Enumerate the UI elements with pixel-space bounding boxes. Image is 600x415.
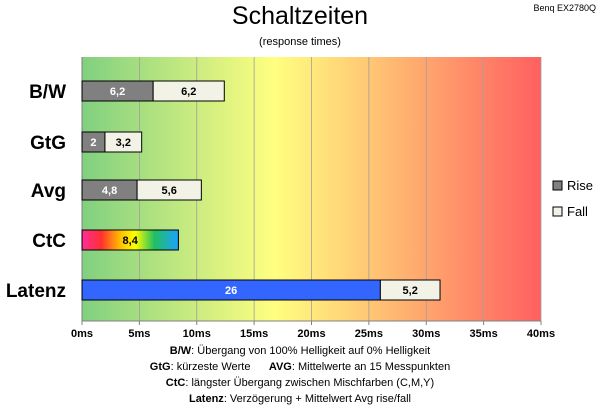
x-tick-label: 20ms [297,328,325,340]
footnote-latenz-key: Latenz [188,393,224,405]
data-label-rise: 2 [90,137,96,149]
bar-latency-avg [379,279,441,301]
category-label: Avg [31,181,66,202]
x-tick-label: 35ms [470,328,498,340]
category-label: CtC [32,231,66,252]
data-label-fall: 3,2 [116,137,131,149]
data-label-latency-delay: 26 [225,285,237,297]
footnote-ctc-text: : längster Übergang zwischen Mischfarben… [185,377,435,389]
footnote-gtg-text: : kürzeste Werte [170,361,251,373]
legend-swatch [552,180,563,191]
chart-title: Schaltzeiten [231,2,369,30]
footnote-bw: B/W: Übergang von 100% Helligkeit auf 0%… [0,344,600,358]
footnote-avg-text: : Mittelwerte an 15 Messpunkten [291,361,451,373]
footnote-bw-key: B/W [169,345,192,357]
category-label: GtG [30,133,66,154]
x-tick-label: 0ms [71,328,93,340]
data-label-fall: 6,2 [181,86,196,98]
x-tick-label: 10ms [183,328,211,340]
data-label-rise: 6,2 [110,86,125,98]
category-label: Latenz [6,281,66,302]
data-label-latency-avg: 5,2 [403,285,418,297]
legend-label: Rise [567,178,593,193]
x-tick-label: 25ms [355,328,383,340]
chart-subtitle: (response times) [259,36,341,48]
data-label-fall: 5,6 [162,185,177,197]
data-label-ctc: 8,4 [123,235,139,247]
monitor-model: Benq EX2780Q [533,3,596,13]
footnote-bw-text: : Übergang von 100% Helligkeit auf 0% He… [191,345,431,357]
footnote-avg-key: AVG [268,361,292,373]
x-tick-label: 30ms [412,328,440,340]
x-tick-label: 15ms [240,328,268,340]
bar-fall [152,80,225,102]
bar-fall [104,131,143,153]
bar-ctc [81,229,179,251]
footnote-latenz: Latenz: Verzögerung + Mittelwert Avg ris… [0,392,600,406]
x-tick-label: 5ms [128,328,150,340]
category-label: B/W [29,82,66,103]
footnote-ctc: CtC: längster Übergang zwischen Mischfar… [0,376,600,390]
legend-label: Fall [567,204,588,219]
x-tick-label: 40ms [527,328,555,340]
footnote-gtg-key: GtG [149,361,171,373]
bar-fall [136,179,202,201]
legend-swatch [552,206,563,217]
footnote-latenz-text: : Verzögerung + Mittelwert Avg rise/fall [223,393,412,405]
footnote-ctc-key: CtC [165,377,186,389]
data-label-rise: 4,8 [102,185,117,197]
footnote-gtg-avg: GtG: kürzeste Werte AVG: Mittelwerte an … [0,360,600,374]
